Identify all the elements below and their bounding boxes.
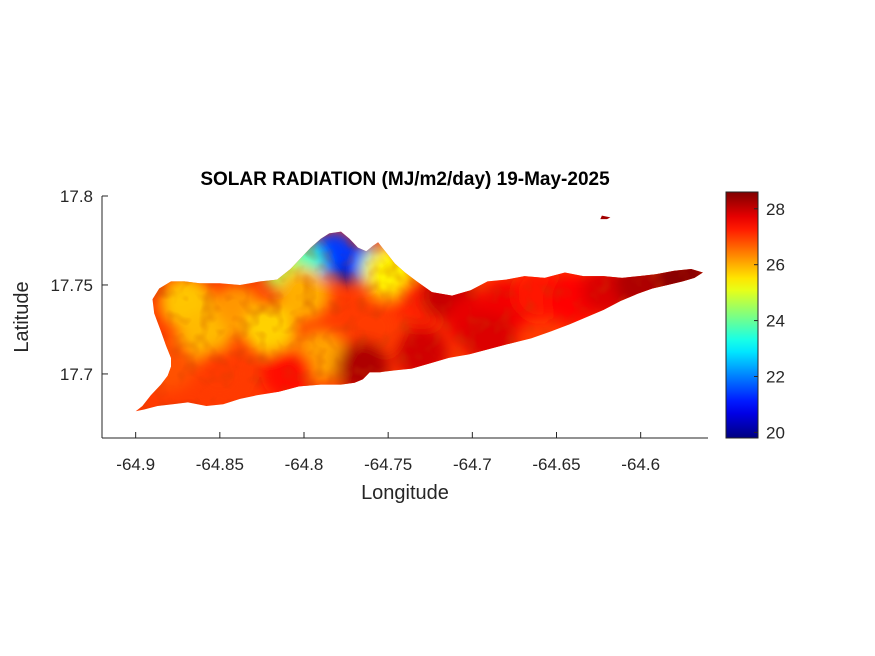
- y-tick-label: 17.8: [60, 187, 93, 206]
- colorbar-tick-label: 28: [766, 200, 785, 219]
- x-tick-label: -64.7: [453, 455, 492, 474]
- islets: [600, 215, 611, 220]
- colorbar-tick-label: 24: [766, 312, 785, 331]
- islet: [600, 215, 611, 220]
- x-tick-label: -64.85: [196, 455, 244, 474]
- field-texture: [135, 231, 703, 412]
- colorbar: 20 22 24 26 28: [725, 191, 785, 442]
- colorbar-ticks: 20 22 24 26 28: [754, 200, 785, 442]
- y-axis-label: Latitude: [11, 281, 33, 352]
- colorbar-tick-label: 26: [766, 256, 785, 275]
- y-tick-label: 17.75: [50, 276, 93, 295]
- x-tick-label: -64.8: [285, 455, 324, 474]
- radiation-field: [135, 231, 703, 412]
- colorbar-bar: [725, 191, 759, 439]
- map-axes: -64.9 -64.85 -64.8 -64.75 -64.7 -64.65 -64.6 17…: [50, 187, 708, 474]
- map-plot-area: -64.9 -64.85 -64.8 -64.75 -64.7 -64.65 -64.6 17…: [50, 187, 708, 474]
- colorbar-tick-label: 20: [766, 423, 785, 442]
- x-axis-label: Longitude: [361, 482, 449, 504]
- colorbar-tick-label: 22: [766, 368, 785, 387]
- x-tick-label: -64.6: [621, 455, 660, 474]
- y-tick-label: 17.7: [60, 365, 93, 384]
- x-tick-label: -64.65: [532, 455, 580, 474]
- x-tick-label: -64.75: [364, 455, 412, 474]
- chart-title: SOLAR RADIATION (MJ/m2/day) 19-May-2025: [200, 169, 610, 190]
- x-tick-label: -64.9: [116, 455, 155, 474]
